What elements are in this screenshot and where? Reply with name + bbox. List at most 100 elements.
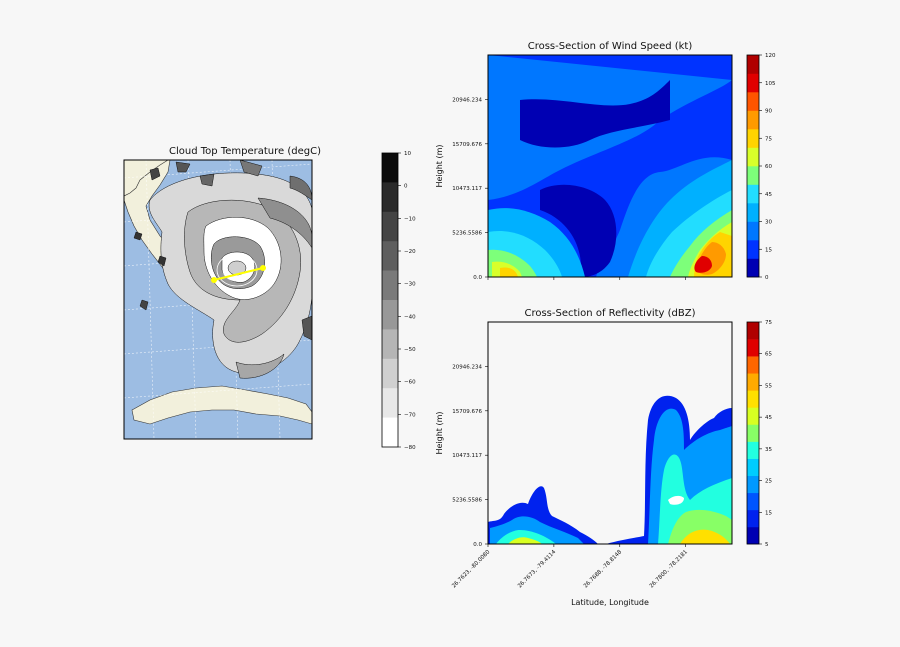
colorbar-tick-label: −20 — [404, 249, 416, 255]
colorbar-tick-label: 45 — [765, 192, 772, 198]
colorbar-swatch — [382, 358, 398, 389]
wind-band-0b — [540, 184, 617, 277]
y-tick-label: 20946.234 — [452, 97, 482, 103]
reflectivity-ylabel: Height (m) — [435, 411, 444, 454]
wind-band-max — [694, 256, 712, 273]
colorbar-tick-label: 0 — [765, 275, 769, 281]
colorbar-tick-label: 0 — [404, 184, 408, 190]
colorbar-frame — [746, 321, 760, 545]
colorbar-tick-label: 60 — [765, 164, 772, 170]
colorbar-swatch — [747, 221, 759, 241]
colorbar-swatch — [382, 153, 398, 183]
y-tick-label: 15709.676 — [452, 142, 482, 148]
y-tick-label: 5236.5586 — [452, 231, 482, 237]
wind-colorbar: 0 15 30 45 60 75 90 105 120 — [746, 53, 776, 281]
wind-axes: 0.0 5236.5586 10473.117 15709.676 20946.234 — [452, 97, 686, 281]
y-tick-label: 10473.117 — [452, 453, 482, 459]
colorbar-tick-label: −40 — [404, 314, 416, 320]
colorbar-swatch — [382, 182, 398, 213]
colorbar-tick-label: 120 — [765, 53, 776, 59]
map-plot-area — [124, 160, 312, 439]
colorbar-swatch — [747, 203, 759, 222]
colorbar-swatch — [382, 211, 398, 242]
refl-left-55 — [496, 530, 556, 544]
map-frame — [123, 159, 313, 440]
y-tick-label: 10473.117 — [452, 186, 482, 192]
colorbar-swatch — [747, 509, 759, 528]
colorbar-swatch — [747, 339, 759, 357]
colorbar-swatch — [382, 270, 398, 301]
cross-section-line — [213, 267, 264, 281]
colorbar-swatch — [747, 458, 759, 476]
colorbar-swatch — [382, 388, 398, 418]
colorbar-swatch — [382, 241, 398, 271]
colorbar-tick-label: 15 — [765, 247, 772, 253]
colorbar-swatch — [382, 417, 398, 448]
colorbar-tick-label: 75 — [765, 320, 772, 326]
colorbar-swatch — [747, 526, 759, 545]
colorbar-swatch — [747, 166, 759, 185]
colorbar-swatch — [747, 73, 759, 93]
colorbar-tick-label: 15 — [765, 510, 772, 516]
colorbar-swatch — [747, 407, 759, 425]
x-tick-label: 26.7623, -80.0080 — [451, 549, 492, 590]
y-tick-label: 20946.234 — [452, 364, 482, 370]
colorbar-swatch — [747, 184, 759, 204]
wind-ylabel: Height (m) — [435, 144, 444, 187]
refl-gap — [668, 495, 684, 505]
colorbar-swatch — [747, 92, 759, 111]
colorbar-tick-label: 5 — [765, 542, 769, 548]
refl-tower-85 — [680, 529, 730, 544]
colorbar-swatch — [747, 390, 759, 408]
colorbar-swatch — [747, 373, 759, 391]
colorbar-tick-label: −50 — [404, 347, 416, 353]
colorbar-tick-label: −70 — [404, 412, 416, 418]
reflectivity-title: Cross-Section of Reflectivity (dBZ) — [524, 308, 695, 319]
cross-section-end-marker — [260, 265, 266, 271]
x-tick-label: 26.7688, -78.8148 — [583, 549, 624, 590]
colorbar-swatch — [747, 492, 759, 511]
colorbar-swatch — [747, 441, 759, 459]
y-tick-label: 15709.676 — [452, 409, 482, 415]
colorbar-swatch — [747, 55, 759, 74]
map-colorbar: 10 0 −10 −20 −30 −40 −50 −60 −70 −80 — [381, 151, 416, 451]
refl-left-75 — [508, 537, 542, 544]
reflectivity-field — [488, 395, 732, 544]
reflectivity-colorbar: 5 15 25 35 45 55 65 75 — [746, 320, 772, 548]
y-tick-label: 0.0 — [473, 275, 482, 281]
map-title: Cloud Top Temperature (degC) — [169, 146, 321, 157]
colorbar-swatch — [747, 110, 759, 130]
colorbar-swatch — [747, 147, 759, 167]
wind-speed-field — [488, 55, 732, 277]
wind-band-105 — [500, 267, 518, 277]
y-tick-label: 5236.5586 — [452, 498, 482, 504]
colorbar-tick-label: −10 — [404, 216, 416, 222]
colorbar-swatch — [747, 240, 759, 259]
wind-title: Cross-Section of Wind Speed (kt) — [528, 41, 693, 52]
colorbar-tick-label: 55 — [765, 383, 772, 389]
colorbar-tick-label: 65 — [765, 352, 772, 358]
colorbar-swatch — [747, 424, 759, 442]
wind-frame — [487, 54, 733, 278]
colorbar-swatch — [747, 356, 759, 374]
wind-band-0 — [520, 80, 670, 148]
cross-section-start-marker — [211, 277, 217, 283]
colorbar-tick-label: 45 — [765, 415, 772, 421]
colorbar-tick-label: 35 — [765, 447, 772, 453]
x-tick-label: 26.7673, -79.4114 — [517, 549, 558, 590]
colorbar-tick-label: 30 — [765, 220, 772, 226]
x-tick-label: 26.7800, -78.2181 — [649, 549, 689, 589]
y-tick-label: 0.0 — [473, 542, 482, 548]
colorbar-tick-label: 25 — [765, 479, 772, 485]
colorbar-frame — [381, 152, 399, 448]
colorbar-swatch — [747, 322, 759, 340]
colorbar-tick-label: −30 — [404, 282, 416, 288]
colorbar-tick-label: 105 — [765, 81, 776, 87]
colorbar-tick-label: 10 — [404, 151, 411, 157]
reflectivity-frame — [487, 321, 733, 545]
reflectivity-xlabel: Latitude, Longitude — [571, 598, 649, 607]
colorbar-swatch — [747, 258, 759, 278]
gulf-coast — [124, 160, 169, 197]
colorbar-tick-label: 90 — [765, 109, 772, 115]
